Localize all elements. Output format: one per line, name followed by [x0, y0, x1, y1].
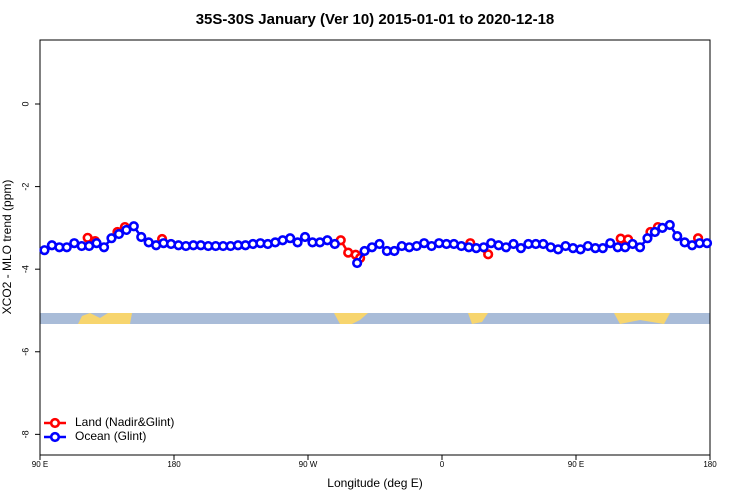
point	[106, 233, 117, 244]
map-strip	[40, 313, 710, 324]
point	[359, 245, 370, 257]
point	[374, 238, 385, 250]
legend-label: Ocean (Glint)	[75, 429, 146, 443]
point	[136, 231, 147, 243]
y-tick-label: -4	[20, 265, 30, 273]
plot-frame	[39, 39, 711, 456]
x-tick-label: 90 E	[568, 460, 584, 469]
point	[672, 231, 683, 242]
x-tick-label: 180	[167, 460, 181, 469]
point	[515, 243, 527, 254]
x-tick-label: 90 W	[299, 460, 318, 469]
legend-marker	[49, 417, 61, 429]
point	[389, 245, 400, 257]
x-tick-label: 90 E	[32, 460, 48, 469]
point	[98, 242, 110, 253]
point	[649, 226, 661, 238]
point	[128, 221, 139, 232]
point	[634, 242, 646, 253]
x-tick-label: 0	[440, 460, 445, 469]
point	[329, 238, 340, 250]
point	[352, 257, 363, 269]
legend-label: Land (Nadir&Glint)	[75, 415, 174, 429]
legend: Land (Nadir&Glint)Ocean (Glint)	[44, 415, 174, 443]
point	[597, 243, 608, 254]
point	[113, 228, 125, 240]
point	[121, 224, 132, 236]
y-tick-label: -6	[20, 348, 30, 356]
x-tick-label: 180	[703, 460, 717, 469]
point	[701, 238, 713, 249]
point	[508, 238, 519, 250]
y-tick-label: 0	[20, 101, 30, 106]
legend-marker	[49, 431, 61, 443]
point	[664, 219, 675, 231]
point	[91, 238, 102, 249]
point	[605, 238, 616, 249]
y-tick-label: -2	[20, 183, 30, 191]
point	[642, 233, 653, 244]
point	[292, 237, 303, 248]
point	[322, 235, 333, 246]
point	[478, 242, 489, 253]
point	[483, 249, 494, 260]
point	[299, 231, 311, 243]
y-tick-label: -8	[20, 430, 30, 438]
point	[39, 245, 50, 256]
x-axis-label: Longitude (deg E)	[327, 476, 422, 490]
chart-title: 35S-30S January (Ver 10) 2015-01-01 to 2…	[196, 11, 555, 28]
point	[61, 242, 72, 253]
point	[285, 233, 296, 244]
y-axis-label: XCO2 - MLO trend (ppm)	[0, 180, 14, 315]
